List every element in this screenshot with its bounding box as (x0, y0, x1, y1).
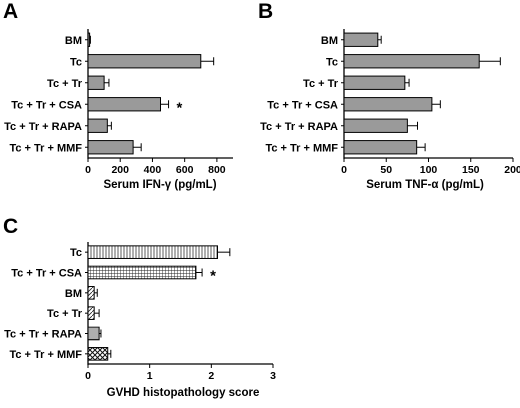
x-tick-label-c-0: 0 (85, 370, 91, 382)
bar-a-tc (87, 54, 202, 69)
bar-c-tc (87, 245, 218, 259)
category-label-a-bm: BM (65, 35, 82, 47)
bar-b-tc-tr-mmf (343, 140, 418, 155)
panel-letter-c: C (3, 215, 18, 238)
bar-a-tc-tr-mmf (87, 140, 134, 155)
category-label-a-tc-tr: Tc + Tr (47, 78, 83, 90)
x-tick-label-c-2: 2 (208, 370, 214, 382)
significance-star-a: * (177, 99, 183, 116)
category-label-a-tc-tr-mmf: Tc + Tr + MMF (9, 142, 82, 154)
x-tick-label-a-0: 0 (85, 164, 91, 176)
category-label-c-tc-tr-mmf: Tc + Tr + MMF (9, 349, 82, 361)
category-label-c-tc-tr-csa: Tc + Tr + CSA (11, 268, 82, 280)
category-label-b-tc-tr-rapa: Tc + Tr + RAPA (260, 121, 338, 133)
bar-c-tc-tr-rapa (87, 326, 100, 341)
x-tick-label-c-1: 1 (147, 370, 153, 382)
bar-c-tc-tr (87, 306, 95, 320)
x-tick-label-b-150: 150 (462, 164, 480, 176)
bar-c-tc-tr-csa (87, 265, 197, 280)
category-label-a-tc: Tc (70, 56, 82, 68)
x-axis-label-b: Serum TNF-α (pg/mL) (366, 179, 484, 191)
x-axis-label-c: GVHD histopathology score (107, 387, 260, 399)
bar-b-tc-tr (343, 75, 406, 90)
x-tick-label-b-200: 200 (504, 164, 520, 176)
bar-a-bm (87, 32, 91, 47)
category-label-b-tc-tr: Tc + Tr (303, 78, 339, 90)
category-label-b-tc: Tc (326, 56, 338, 68)
bar-a-tc-tr-rapa (87, 118, 108, 133)
chart-panel-a: BM Tc Tc + Tr Tc + Tr + CSA Tc + Tr + RAPA Tc… (4, 29, 233, 191)
bar-b-tc-tr-rapa (343, 118, 408, 133)
x-tick-label-c-3: 3 (270, 370, 276, 382)
x-tick-label-b-100: 100 (420, 164, 438, 176)
chart-panel-b: BM Tc Tc + Tr Tc + Tr + CSA Tc + Tr + RAPA Tc… (260, 29, 520, 191)
x-tick-label-b-0: 0 (341, 164, 347, 176)
category-label-c-tc-tr-rapa: Tc + Tr + RAPA (4, 329, 82, 341)
category-label-a-tc-tr-csa: Tc + Tr + CSA (11, 99, 82, 111)
panel-letter-a: A (3, 0, 18, 23)
x-tick-label-a-800: 800 (208, 164, 226, 176)
bar-c-tc-tr-mmf (87, 347, 109, 361)
bar-b-tc (343, 54, 480, 69)
category-label-b-tc-tr-csa: Tc + Tr + CSA (267, 99, 338, 111)
chart-panel-c: Tc Tc + Tr + CSA BM Tc + Tr Tc + Tr + RAPA Tc… (4, 242, 276, 399)
category-label-b-bm: BM (321, 35, 338, 47)
significance-star-c: * (210, 268, 216, 285)
x-tick-label-b-50: 50 (380, 164, 392, 176)
x-axis-label-a: Serum IFN-γ (pg/mL) (103, 179, 216, 191)
category-label-c-tc: Tc (70, 247, 82, 259)
x-tick-label-a-200: 200 (111, 164, 129, 176)
category-label-c-bm: BM (65, 288, 82, 300)
bar-b-tc-tr-csa (343, 97, 433, 112)
bar-b-bm (343, 32, 379, 47)
panel-letter-b: B (258, 0, 273, 23)
bar-a-tc-tr (87, 75, 105, 90)
bar-c-bm (87, 286, 95, 300)
category-label-c-tc-tr: Tc + Tr (47, 308, 83, 320)
x-tick-label-a-600: 600 (176, 164, 194, 176)
x-tick-label-a-400: 400 (144, 164, 162, 176)
bar-a-tc-tr-csa (87, 97, 161, 112)
category-label-a-tc-tr-rapa: Tc + Tr + RAPA (4, 121, 82, 133)
category-label-b-tc-tr-mmf: Tc + Tr + MMF (265, 142, 338, 154)
